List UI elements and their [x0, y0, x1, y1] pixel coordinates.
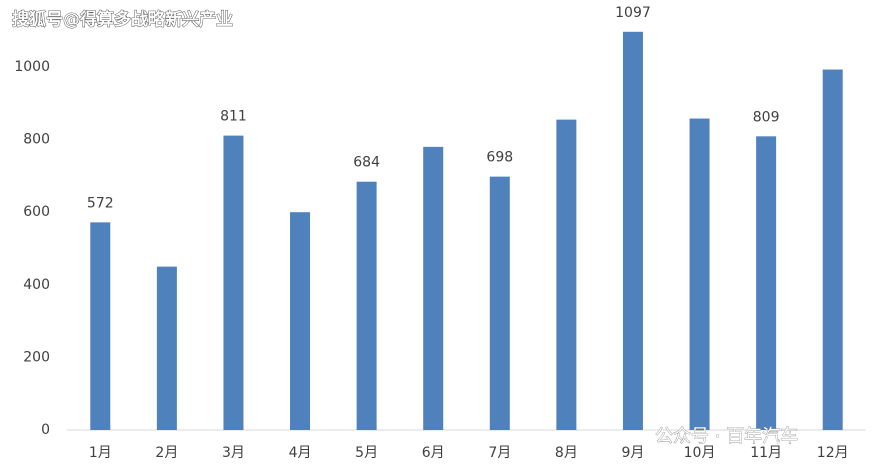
bar — [90, 222, 111, 430]
x-tick-label: 5月 — [355, 445, 378, 461]
bar — [489, 176, 510, 430]
data-label: 811 — [220, 109, 247, 125]
x-tick-label: 6月 — [422, 445, 445, 461]
y-tick-label: 600 — [23, 204, 50, 220]
bar — [223, 135, 244, 430]
bar — [423, 146, 444, 431]
x-tick-label: 11月 — [750, 445, 782, 461]
bar — [156, 266, 177, 430]
x-tick-label: 9月 — [621, 445, 644, 461]
bar — [689, 118, 710, 431]
data-label: 698 — [486, 150, 513, 166]
watermark: 公众号 · 百年汽车 — [655, 426, 798, 447]
bar — [756, 136, 777, 430]
data-label: 684 — [353, 155, 380, 171]
bar — [290, 212, 311, 430]
x-tick-label: 8月 — [555, 445, 578, 461]
y-tick-label: 400 — [23, 277, 50, 293]
x-tick-label: 10月 — [684, 445, 716, 461]
x-tick-label: 12月 — [817, 445, 849, 461]
watermark: 搜狐号@得算多战略新兴产业 — [12, 9, 233, 30]
bar — [556, 119, 577, 430]
y-tick-label: 200 — [23, 349, 50, 365]
y-tick-label: 800 — [23, 132, 50, 148]
data-label: 1097 — [615, 5, 651, 21]
x-tick-label: 2月 — [155, 445, 178, 461]
y-tick-label: 0 — [41, 422, 50, 438]
x-tick-label: 1月 — [89, 445, 112, 461]
y-tick-label: 1000 — [14, 59, 50, 75]
bar — [822, 69, 843, 430]
x-tick-label: 3月 — [222, 445, 245, 461]
x-tick-label: 7月 — [488, 445, 511, 461]
bar — [356, 181, 377, 430]
data-label: 809 — [753, 109, 780, 125]
x-tick-label: 4月 — [289, 445, 312, 461]
bar — [622, 31, 643, 430]
data-label: 572 — [87, 195, 114, 211]
